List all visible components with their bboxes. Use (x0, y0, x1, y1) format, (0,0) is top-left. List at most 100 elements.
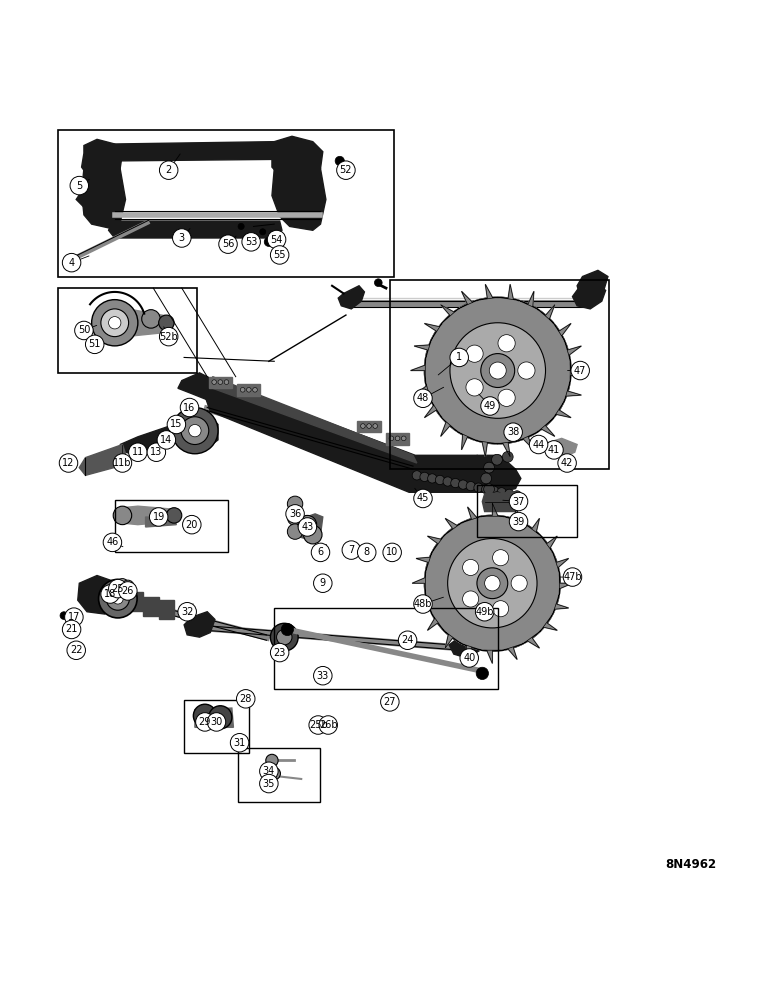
Circle shape (266, 754, 278, 767)
Polygon shape (411, 360, 425, 381)
Polygon shape (540, 614, 557, 631)
Circle shape (337, 161, 355, 179)
Circle shape (498, 389, 515, 406)
Circle shape (218, 235, 237, 253)
Circle shape (303, 525, 322, 544)
Circle shape (113, 593, 124, 604)
Text: 35: 35 (262, 779, 275, 789)
Circle shape (67, 641, 86, 660)
Text: 28: 28 (239, 694, 252, 704)
Circle shape (476, 667, 489, 680)
Text: 48b: 48b (414, 599, 432, 609)
Polygon shape (425, 323, 442, 340)
Text: 21: 21 (66, 624, 78, 634)
Polygon shape (428, 535, 445, 552)
Polygon shape (159, 600, 174, 619)
Circle shape (448, 539, 537, 628)
Text: 41: 41 (548, 445, 560, 455)
Circle shape (493, 550, 509, 566)
Polygon shape (178, 373, 413, 477)
Circle shape (398, 631, 417, 649)
Polygon shape (76, 186, 115, 209)
Text: 32: 32 (181, 607, 193, 617)
Circle shape (230, 733, 249, 752)
Text: 2: 2 (165, 165, 172, 175)
Polygon shape (174, 414, 218, 450)
Text: 17: 17 (68, 612, 80, 622)
Polygon shape (425, 401, 442, 418)
Text: 39: 39 (513, 517, 525, 527)
Polygon shape (553, 323, 571, 340)
Circle shape (450, 323, 546, 418)
Circle shape (122, 580, 134, 592)
Text: 49: 49 (484, 401, 496, 411)
Text: 56: 56 (222, 239, 234, 249)
Circle shape (236, 690, 255, 708)
Circle shape (503, 451, 513, 462)
Circle shape (103, 533, 122, 552)
Circle shape (335, 156, 344, 166)
Circle shape (238, 223, 244, 230)
Circle shape (101, 309, 129, 337)
Polygon shape (523, 518, 540, 535)
Circle shape (287, 496, 303, 512)
Polygon shape (537, 305, 555, 323)
Text: 34: 34 (262, 766, 275, 776)
Circle shape (113, 506, 132, 525)
Text: 12: 12 (63, 458, 75, 468)
Circle shape (484, 484, 494, 495)
Text: 36: 36 (289, 509, 301, 519)
Polygon shape (212, 377, 417, 463)
Circle shape (75, 321, 93, 340)
Polygon shape (208, 377, 232, 388)
Text: 10: 10 (386, 547, 398, 557)
Text: 46: 46 (107, 537, 119, 547)
Circle shape (481, 473, 492, 484)
Circle shape (101, 585, 120, 603)
Circle shape (246, 387, 251, 392)
Circle shape (218, 380, 222, 384)
Circle shape (425, 515, 560, 651)
Circle shape (548, 441, 560, 454)
Text: 22: 22 (70, 645, 83, 655)
Circle shape (147, 443, 166, 461)
Text: 54: 54 (270, 235, 283, 245)
Circle shape (497, 488, 506, 497)
Circle shape (208, 706, 232, 729)
Text: 3: 3 (179, 233, 185, 243)
Polygon shape (518, 291, 537, 309)
Circle shape (504, 423, 523, 441)
Text: 52b: 52b (159, 332, 178, 342)
Polygon shape (109, 221, 282, 238)
Polygon shape (237, 384, 260, 396)
Polygon shape (462, 507, 482, 523)
Circle shape (160, 327, 178, 346)
Circle shape (212, 380, 216, 384)
Polygon shape (503, 644, 523, 659)
Polygon shape (477, 455, 516, 492)
Circle shape (462, 591, 479, 607)
Circle shape (159, 315, 174, 330)
Text: 9: 9 (320, 578, 326, 588)
Polygon shape (146, 517, 176, 527)
Polygon shape (577, 270, 608, 298)
Circle shape (505, 489, 514, 498)
Circle shape (109, 579, 127, 598)
Circle shape (492, 492, 503, 503)
Circle shape (64, 258, 73, 267)
Polygon shape (477, 441, 498, 457)
Circle shape (485, 576, 500, 591)
Circle shape (498, 335, 515, 352)
Polygon shape (445, 631, 462, 648)
Circle shape (309, 716, 327, 734)
Circle shape (564, 568, 582, 586)
Text: 27: 27 (384, 697, 396, 707)
Circle shape (481, 354, 515, 387)
Circle shape (276, 629, 292, 645)
Polygon shape (78, 576, 120, 614)
Text: 33: 33 (317, 671, 329, 681)
Text: 48: 48 (417, 393, 429, 403)
Text: 19: 19 (153, 512, 164, 522)
Circle shape (451, 478, 460, 488)
Bar (274, 608, 498, 689)
